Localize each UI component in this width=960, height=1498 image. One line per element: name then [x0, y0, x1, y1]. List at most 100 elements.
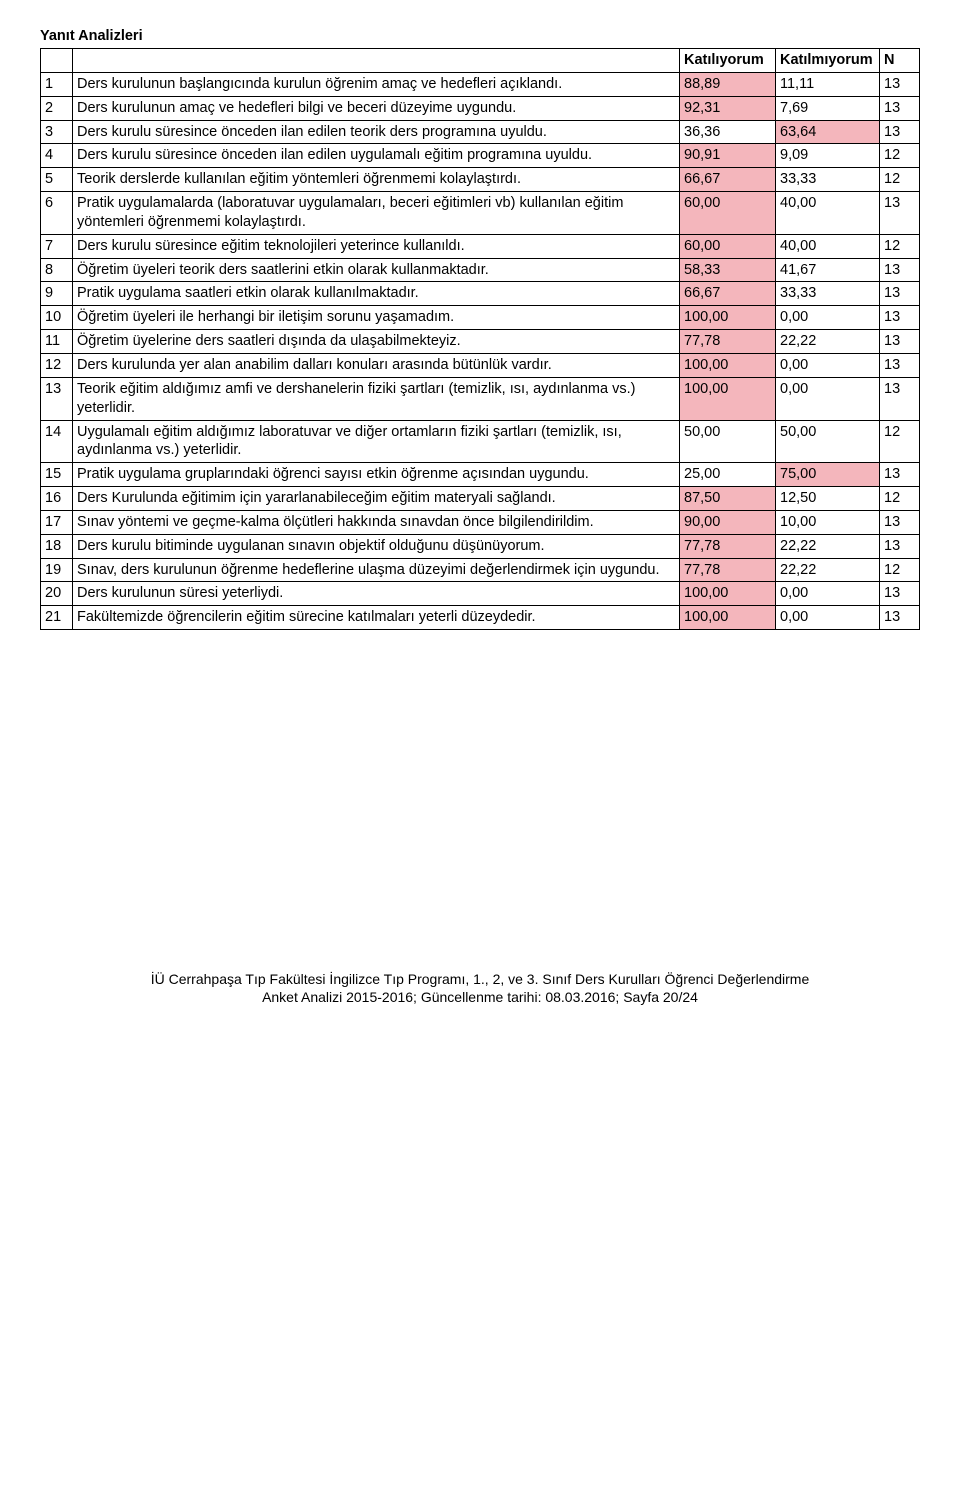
table-row: 18Ders kurulu bitiminde uygulanan sınavı… — [41, 534, 920, 558]
row-n: 12 — [880, 234, 920, 258]
row-number: 7 — [41, 234, 73, 258]
row-agree: 100,00 — [680, 606, 776, 630]
row-number: 13 — [41, 377, 73, 420]
row-n: 12 — [880, 558, 920, 582]
row-agree: 77,78 — [680, 534, 776, 558]
table-row: 9Pratik uygulama saatleri etkin olarak k… — [41, 282, 920, 306]
row-number: 4 — [41, 144, 73, 168]
footer-line-2: Anket Analizi 2015-2016; Güncellenme tar… — [262, 989, 698, 1005]
table-row: 8Öğretim üyeleri teorik ders saatlerini … — [41, 258, 920, 282]
table-row: 6Pratik uygulamalarda (laboratuvar uygul… — [41, 192, 920, 235]
row-disagree: 40,00 — [776, 234, 880, 258]
analysis-table: Katılıyorum Katılmıyorum N 1Ders kurulun… — [40, 48, 920, 630]
table-row: 16Ders Kurulunda eğitimim için yararlana… — [41, 487, 920, 511]
row-number: 11 — [41, 330, 73, 354]
row-agree: 60,00 — [680, 234, 776, 258]
header-blank-1 — [41, 49, 73, 73]
row-n: 13 — [880, 606, 920, 630]
row-text: Sınav yöntemi ve geçme-kalma ölçütleri h… — [73, 510, 680, 534]
row-disagree: 63,64 — [776, 120, 880, 144]
row-disagree: 41,67 — [776, 258, 880, 282]
table-row: 2Ders kurulunun amaç ve hedefleri bilgi … — [41, 96, 920, 120]
table-row: 15Pratik uygulama gruplarındaki öğrenci … — [41, 463, 920, 487]
row-agree: 100,00 — [680, 582, 776, 606]
row-disagree: 0,00 — [776, 582, 880, 606]
page-title: Yanıt Analizleri — [40, 28, 920, 44]
row-agree: 25,00 — [680, 463, 776, 487]
row-text: Ders kurulu bitiminde uygulanan sınavın … — [73, 534, 680, 558]
footer-line-1: İÜ Cerrahpaşa Tıp Fakültesi İngilizce Tı… — [151, 971, 810, 987]
row-disagree: 7,69 — [776, 96, 880, 120]
row-number: 2 — [41, 96, 73, 120]
row-text: Ders kurulunda yer alan anabilim dalları… — [73, 353, 680, 377]
row-agree: 100,00 — [680, 377, 776, 420]
row-disagree: 12,50 — [776, 487, 880, 511]
row-text: Teorik eğitim aldığımız amfi ve dershane… — [73, 377, 680, 420]
row-text: Öğretim üyeleri teorik ders saatlerini e… — [73, 258, 680, 282]
row-number: 21 — [41, 606, 73, 630]
row-disagree: 22,22 — [776, 558, 880, 582]
table-row: 3Ders kurulu süresince önceden ilan edil… — [41, 120, 920, 144]
row-disagree: 75,00 — [776, 463, 880, 487]
row-number: 18 — [41, 534, 73, 558]
row-number: 6 — [41, 192, 73, 235]
table-row: 10Öğretim üyeleri ile herhangi bir ileti… — [41, 306, 920, 330]
row-text: Sınav, ders kurulunun öğrenme hedeflerin… — [73, 558, 680, 582]
row-number: 17 — [41, 510, 73, 534]
header-blank-2 — [73, 49, 680, 73]
row-text: Ders kurulunun süresi yeterliydi. — [73, 582, 680, 606]
row-disagree: 22,22 — [776, 330, 880, 354]
row-n: 13 — [880, 330, 920, 354]
row-text: Ders Kurulunda eğitimim için yararlanabi… — [73, 487, 680, 511]
row-n: 13 — [880, 258, 920, 282]
row-agree: 100,00 — [680, 306, 776, 330]
row-agree: 90,00 — [680, 510, 776, 534]
row-agree: 66,67 — [680, 282, 776, 306]
row-agree: 36,36 — [680, 120, 776, 144]
row-text: Uygulamalı eğitim aldığımız laboratuvar … — [73, 420, 680, 463]
row-text: Ders kurulunun başlangıcında kurulun öğr… — [73, 72, 680, 96]
row-disagree: 11,11 — [776, 72, 880, 96]
row-n: 13 — [880, 282, 920, 306]
row-n: 13 — [880, 306, 920, 330]
row-text: Ders kurulu süresince önceden ilan edile… — [73, 120, 680, 144]
table-row: 21Fakültemizde öğrencilerin eğitim sürec… — [41, 606, 920, 630]
row-agree: 90,91 — [680, 144, 776, 168]
row-disagree: 22,22 — [776, 534, 880, 558]
row-disagree: 0,00 — [776, 606, 880, 630]
row-disagree: 40,00 — [776, 192, 880, 235]
row-n: 13 — [880, 534, 920, 558]
row-number: 20 — [41, 582, 73, 606]
row-n: 13 — [880, 510, 920, 534]
row-number: 8 — [41, 258, 73, 282]
table-header-row: Katılıyorum Katılmıyorum N — [41, 49, 920, 73]
table-row: 4Ders kurulu süresince önceden ilan edil… — [41, 144, 920, 168]
row-n: 12 — [880, 487, 920, 511]
row-n: 13 — [880, 353, 920, 377]
row-disagree: 33,33 — [776, 168, 880, 192]
row-n: 12 — [880, 168, 920, 192]
row-number: 9 — [41, 282, 73, 306]
row-text: Ders kurulu süresince önceden ilan edile… — [73, 144, 680, 168]
row-n: 13 — [880, 463, 920, 487]
row-number: 5 — [41, 168, 73, 192]
row-text: Fakültemizde öğrencilerin eğitim sürecin… — [73, 606, 680, 630]
table-row: 13Teorik eğitim aldığımız amfi ve dersha… — [41, 377, 920, 420]
header-agree: Katılıyorum — [680, 49, 776, 73]
row-agree: 92,31 — [680, 96, 776, 120]
row-agree: 88,89 — [680, 72, 776, 96]
row-text: Öğretim üyeleri ile herhangi bir iletişi… — [73, 306, 680, 330]
row-text: Ders kurulu süresince eğitim teknolojile… — [73, 234, 680, 258]
row-agree: 77,78 — [680, 558, 776, 582]
row-n: 13 — [880, 377, 920, 420]
row-n: 13 — [880, 582, 920, 606]
row-number: 14 — [41, 420, 73, 463]
row-text: Pratik uygulama gruplarındaki öğrenci sa… — [73, 463, 680, 487]
row-n: 13 — [880, 120, 920, 144]
header-n: N — [880, 49, 920, 73]
row-disagree: 10,00 — [776, 510, 880, 534]
row-agree: 77,78 — [680, 330, 776, 354]
row-agree: 50,00 — [680, 420, 776, 463]
row-agree: 87,50 — [680, 487, 776, 511]
row-number: 1 — [41, 72, 73, 96]
